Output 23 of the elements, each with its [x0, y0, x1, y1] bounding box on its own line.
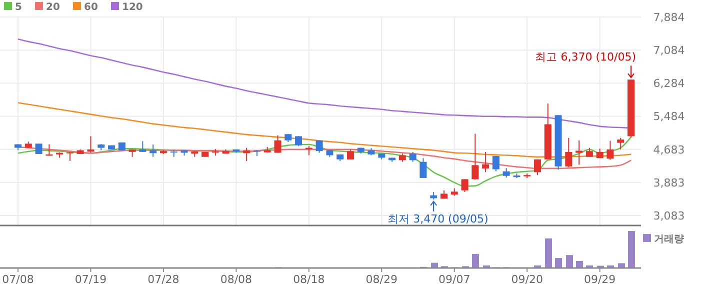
x-tick-label: 08/29 [366, 273, 398, 286]
legend-label: 60 [84, 2, 98, 13]
x-tick-label: 08/08 [220, 273, 252, 286]
y-tick-label: 5,484 [653, 110, 685, 124]
legend-label: 5 [15, 2, 22, 13]
x-tick-label: 07/08 [2, 273, 34, 286]
annotation: 최저 3,470 (09/05) [388, 212, 488, 226]
x-tick-label: 09/07 [438, 273, 470, 286]
y-tick-label: 7,884 [653, 11, 685, 24]
x-tick-label: 09/29 [584, 273, 616, 286]
legend-label: 20 [46, 2, 60, 13]
y-tick-label: 7,084 [653, 44, 685, 58]
annotation: 최고 6,370 (10/05) [535, 50, 636, 64]
legend-label: 120 [122, 2, 143, 13]
y-tick-label: 4,683 [653, 143, 685, 156]
x-tick-label: 07/28 [148, 273, 180, 286]
y-tick-label: 6,284 [653, 77, 685, 90]
x-tick-label: 08/18 [293, 273, 325, 286]
x-tick-label: 09/20 [511, 273, 543, 286]
x-tick-label: 07/19 [74, 273, 107, 286]
y-tick-label: 3,883 [653, 176, 685, 190]
y-tick-label: 3,083 [653, 209, 685, 222]
legend-label: 거래량 [654, 234, 684, 245]
